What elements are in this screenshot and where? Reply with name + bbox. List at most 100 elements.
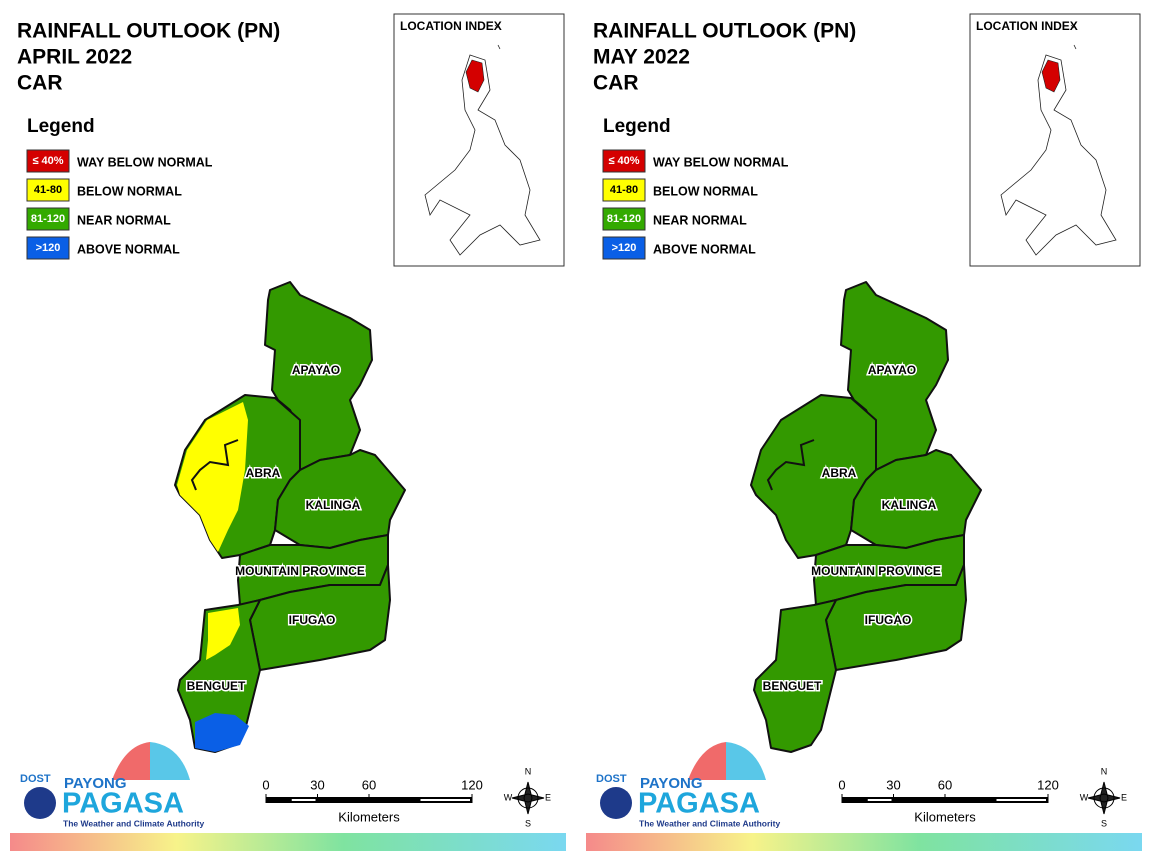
legend-range: >120 bbox=[36, 242, 61, 254]
scale-tick-label: 30 bbox=[310, 777, 324, 792]
scale-tick-label: 0 bbox=[262, 777, 269, 792]
location-index-title: LOCATION INDEX bbox=[400, 19, 502, 33]
river bbox=[766, 439, 815, 491]
compass-letter: W bbox=[1080, 792, 1089, 802]
map-title: CAR bbox=[17, 72, 63, 95]
map-title: RAINFALL OUTLOOK (PN) bbox=[593, 20, 856, 43]
panel: RAINFALL OUTLOOK (PN) MAY 2022 CAR Legend ≤ … bbox=[586, 13, 1142, 851]
logo-tagline: The Weather and Climate Authority bbox=[639, 818, 780, 828]
logo-umbrella-left bbox=[112, 742, 150, 780]
legend-label: WAY BELOW NORMAL bbox=[77, 155, 213, 169]
logo-emblem bbox=[24, 787, 56, 819]
legend-swatch bbox=[26, 178, 70, 202]
logo-brand-top: PAYONG bbox=[640, 775, 703, 792]
legend-swatch bbox=[602, 236, 646, 260]
legend-swatch bbox=[26, 236, 70, 260]
legend-swatch bbox=[602, 149, 646, 173]
logo-tagline: The Weather and Climate Authority bbox=[63, 818, 204, 828]
panel: RAINFALL OUTLOOK (PN) APRIL 2022 CAR Legend… bbox=[10, 13, 566, 851]
legend-range: 41-80 bbox=[610, 184, 638, 196]
legend-label: ABOVE NORMAL bbox=[77, 242, 180, 256]
compass-ring bbox=[517, 787, 539, 809]
compass-rose bbox=[1087, 781, 1121, 815]
color-strip bbox=[586, 833, 1142, 851]
compass-letter: W bbox=[504, 792, 513, 802]
legend-range: ≤ 40% bbox=[608, 155, 639, 167]
map-title: CAR bbox=[593, 72, 639, 95]
rainfall-zone bbox=[195, 713, 249, 752]
legend-range: 41-80 bbox=[34, 184, 62, 196]
province-label: ABRA bbox=[246, 466, 281, 480]
map-title: APRIL 2022 bbox=[17, 46, 132, 69]
rainfall-zone bbox=[206, 608, 240, 660]
province-label: MOUNTAIN PROVINCE bbox=[811, 564, 941, 578]
province-label: APAYAO bbox=[868, 363, 916, 377]
province-label: MOUNTAIN PROVINCE bbox=[235, 564, 365, 578]
legend-swatch bbox=[602, 207, 646, 231]
inset-map bbox=[1000, 24, 1117, 256]
logo-brand: PAGASA bbox=[638, 788, 760, 820]
compass-rose bbox=[511, 781, 545, 815]
scale-segment bbox=[996, 799, 1046, 801]
logo-brand: PAGASA bbox=[62, 788, 184, 820]
inset-map bbox=[424, 24, 541, 256]
legend-label: NEAR NORMAL bbox=[653, 213, 747, 227]
compass-ring bbox=[1093, 787, 1115, 809]
scale-segment bbox=[291, 799, 316, 801]
province-label: ABRA bbox=[822, 466, 857, 480]
color-strip bbox=[10, 833, 566, 851]
location-index-title: LOCATION INDEX bbox=[976, 19, 1078, 33]
province-label: BENGUET bbox=[187, 679, 246, 693]
legend-swatch bbox=[26, 207, 70, 231]
logo-umbrella-right bbox=[726, 742, 766, 780]
province-label: BENGUET bbox=[763, 679, 822, 693]
province-label: KALINGA bbox=[306, 498, 361, 512]
logo-emblem bbox=[600, 787, 632, 819]
legend-range: >120 bbox=[612, 242, 637, 254]
rainfall-zone bbox=[177, 402, 248, 552]
compass-letter: N bbox=[1101, 766, 1108, 776]
scale-segment bbox=[420, 799, 470, 801]
scale-segment bbox=[867, 799, 892, 801]
legend-range: 81-120 bbox=[607, 213, 641, 225]
province-label: IFUGAO bbox=[289, 613, 336, 627]
province bbox=[753, 599, 837, 753]
legend-range: ≤ 40% bbox=[32, 155, 63, 167]
scale-tick-label: 30 bbox=[886, 777, 900, 792]
logo-agency: DOST bbox=[596, 773, 627, 785]
scale-tick-label: 0 bbox=[838, 777, 845, 792]
legend-range: 81-120 bbox=[31, 213, 65, 225]
legend-title: Legend bbox=[27, 116, 95, 137]
inset-car bbox=[465, 59, 485, 93]
map-title: RAINFALL OUTLOOK (PN) bbox=[17, 20, 280, 43]
scale-tick-label: 60 bbox=[362, 777, 376, 792]
legend-swatch bbox=[26, 149, 70, 173]
map-title: MAY 2022 bbox=[593, 46, 690, 69]
scale-unit: Kilometers bbox=[914, 809, 976, 824]
scale-tick-label: 120 bbox=[1037, 777, 1059, 792]
legend-label: BELOW NORMAL bbox=[653, 184, 758, 198]
province-label: KALINGA bbox=[882, 498, 937, 512]
logo-umbrella-right bbox=[150, 742, 190, 780]
legend-label: WAY BELOW NORMAL bbox=[653, 155, 789, 169]
scale-tick-label: 60 bbox=[938, 777, 952, 792]
scale-unit: Kilometers bbox=[338, 809, 400, 824]
legend-swatch bbox=[602, 178, 646, 202]
scale-tick-label: 120 bbox=[461, 777, 483, 792]
compass-letter: E bbox=[1121, 792, 1127, 802]
province-label: APAYAO bbox=[292, 363, 340, 377]
compass-letter: N bbox=[525, 766, 532, 776]
compass-letter: S bbox=[1101, 818, 1107, 828]
legend-label: BELOW NORMAL bbox=[77, 184, 182, 198]
legend-label: NEAR NORMAL bbox=[77, 213, 171, 227]
logo-brand-top: PAYONG bbox=[64, 775, 127, 792]
compass-letter: E bbox=[545, 792, 551, 802]
province-label: IFUGAO bbox=[865, 613, 912, 627]
inset-car bbox=[1041, 59, 1061, 93]
river bbox=[190, 439, 239, 491]
logo-agency: DOST bbox=[20, 773, 51, 785]
logo-umbrella-left bbox=[688, 742, 726, 780]
legend-label: ABOVE NORMAL bbox=[653, 242, 756, 256]
compass-letter: S bbox=[525, 818, 531, 828]
